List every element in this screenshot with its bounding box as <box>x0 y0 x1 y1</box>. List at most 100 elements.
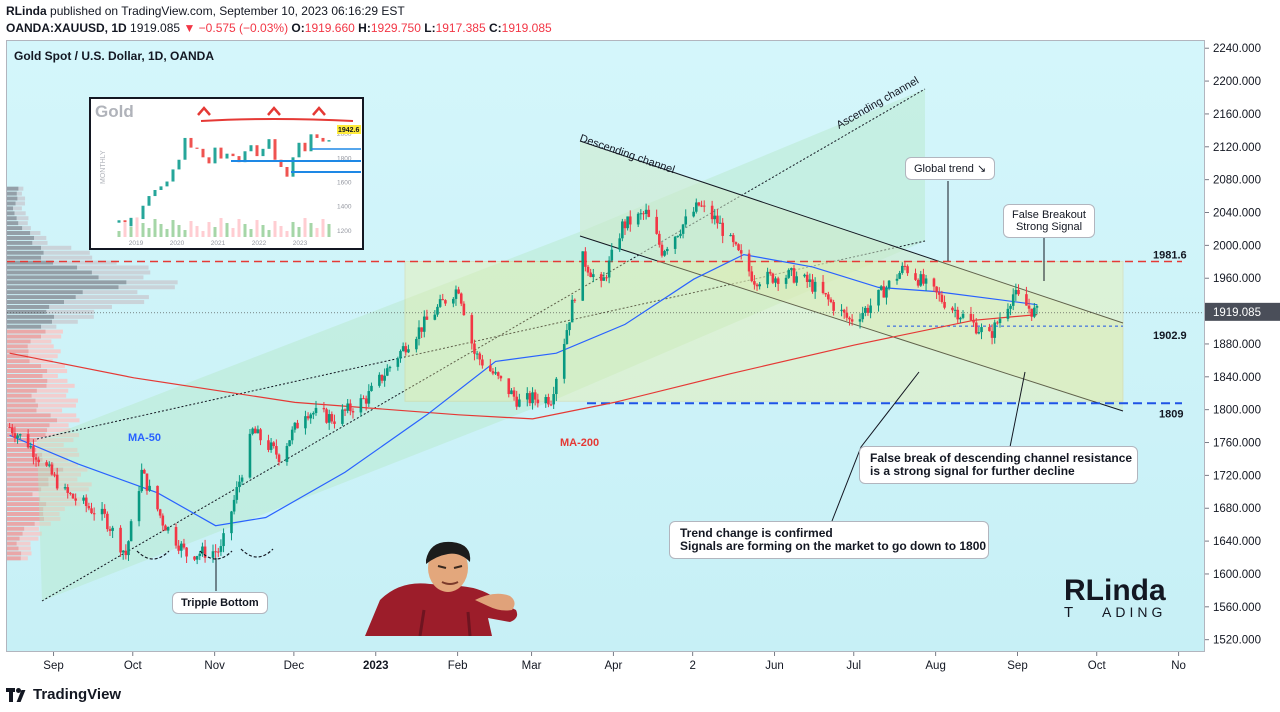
inset-year-label: 2023 <box>293 240 308 247</box>
volume-bar-up <box>7 383 47 388</box>
candle-body <box>333 421 336 424</box>
candle-body <box>885 287 888 298</box>
x-tick-label: Oct <box>1088 660 1107 672</box>
candle-body <box>235 487 239 500</box>
volume-bar-down <box>50 413 77 418</box>
candle-body <box>549 404 553 406</box>
candle-body <box>935 286 938 293</box>
inset-volume-bar <box>171 220 175 237</box>
inset-volume-bar <box>273 221 277 237</box>
y-tick-label: 2120.000 <box>1213 142 1261 154</box>
candle-body <box>103 508 107 514</box>
y-tick-label: 2160.000 <box>1213 109 1261 121</box>
x-tick-label: No <box>1171 660 1186 672</box>
ma200-line <box>9 314 1038 420</box>
candle-body <box>322 407 326 410</box>
close-label: C: <box>488 21 502 35</box>
candle-body <box>383 375 386 381</box>
volume-bar-up <box>7 216 17 221</box>
candle-body <box>438 299 442 307</box>
candle-body <box>385 368 389 376</box>
volume-bar-down <box>16 191 22 196</box>
inset-candle <box>279 159 283 167</box>
volume-bar-down <box>16 216 29 221</box>
volume-bar-down <box>91 270 151 275</box>
candle-body <box>658 233 661 245</box>
candle-body <box>644 209 648 214</box>
candle-body <box>436 306 439 315</box>
open-label: O: <box>291 21 305 35</box>
candle-body <box>481 359 484 366</box>
inset-year-label: 2019 <box>129 240 144 247</box>
inset-candle <box>297 142 301 158</box>
price-axis[interactable]: 2240.000 2200.000 2160.000 2120.000 2080.000… <box>1205 40 1280 652</box>
candle-body <box>729 235 732 237</box>
y-tick-label: 1880.000 <box>1213 339 1261 351</box>
candle-body <box>180 543 183 551</box>
candle-body <box>803 274 806 277</box>
candle-body <box>972 320 975 323</box>
candle-body <box>66 487 70 493</box>
monthly-inset-chart: Gold MONTHLY 2000 1800 1600 1400 1200 2019 2020 2… <box>95 102 361 247</box>
rlinda-trading-logo: RLinda T ADING <box>1064 574 1166 621</box>
symbol-label[interactable]: OANDA:XAUUSD, 1D <box>6 21 127 35</box>
volume-bar-down <box>57 418 80 423</box>
candle-body <box>267 440 270 450</box>
author-name[interactable]: RLinda <box>6 4 47 18</box>
candle-body <box>491 371 495 374</box>
inset-candle <box>261 148 265 157</box>
y-tick-label: 1800.000 <box>1213 405 1261 417</box>
x-tick-label: Jun <box>765 660 784 672</box>
descending-channel-fill <box>580 141 1123 411</box>
volume-bar-up <box>7 349 29 354</box>
candle-body <box>562 343 566 379</box>
volume-bar-up <box>7 531 23 536</box>
volume-bar-up <box>7 521 35 526</box>
candle-body <box>697 202 701 206</box>
candle-body <box>251 428 254 434</box>
volume-bar-down <box>18 186 24 191</box>
candle-body <box>610 249 614 261</box>
inset-candle <box>159 186 163 190</box>
inset-candle <box>303 142 307 152</box>
candle-body <box>956 309 960 320</box>
volume-bar-up <box>7 314 55 319</box>
inset-volume-bar <box>303 218 307 237</box>
candle-body <box>951 307 954 311</box>
inset-side-label: MONTHLY <box>100 150 107 184</box>
candle-body <box>496 372 500 376</box>
volume-bar-up <box>7 334 42 339</box>
candle-body <box>940 294 944 302</box>
candle-body <box>164 525 167 531</box>
candle-body <box>570 299 574 323</box>
candle-body <box>100 508 104 515</box>
candle-body <box>214 551 217 553</box>
candle-body <box>253 428 257 434</box>
volume-bar-down <box>24 526 39 531</box>
volume-bar-down <box>77 265 149 270</box>
volume-bar-up <box>7 300 65 305</box>
candle-body <box>462 303 466 316</box>
candle-body <box>121 550 125 553</box>
candle-body <box>137 491 141 522</box>
false-break-line2: is a strong signal for further decline <box>870 464 1075 478</box>
candle-body <box>713 215 717 220</box>
candle-body <box>441 299 445 301</box>
plot-area[interactable]: 1981.6 1902.9 1809 MA-50 MA-200 Ascending cha… <box>6 40 1205 652</box>
candle-body <box>248 433 252 478</box>
candle-body <box>1017 289 1020 295</box>
ma200-label: MA-200 <box>560 437 599 449</box>
inset-price-tick: 1400 <box>337 204 352 211</box>
volume-bar-down <box>51 319 78 324</box>
inset-volume-bar <box>123 222 127 237</box>
candle-body <box>636 213 640 225</box>
candle-body <box>380 374 384 381</box>
candle-body <box>238 481 241 488</box>
time-axis[interactable]: Sep Oct Nov Dec 2023 Feb Mar Apr 2 Jun Jul Aug Sep Oc… <box>6 652 1205 680</box>
volume-bar-up <box>7 364 42 369</box>
tradingview-footer[interactable]: TradingView <box>6 686 121 703</box>
volume-bar-up <box>7 329 46 334</box>
low-label: L: <box>424 21 436 35</box>
candle-body <box>932 278 936 287</box>
